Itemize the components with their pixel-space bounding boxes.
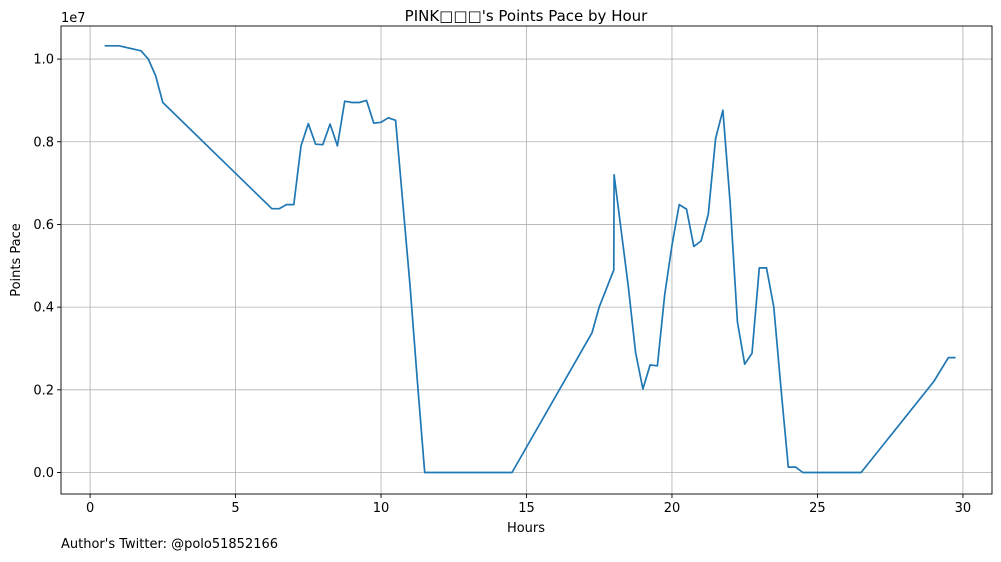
x-tick-label: 30 bbox=[955, 501, 972, 516]
x-axis-ticks: 0 5 10 15 20 25 30 bbox=[86, 494, 971, 516]
x-tick-label: 25 bbox=[809, 501, 826, 516]
y-offset-label: 1e7 bbox=[61, 11, 86, 26]
grid bbox=[61, 26, 992, 494]
y-axis-label: Points Pace bbox=[9, 223, 24, 297]
y-tick-label: 1.0 bbox=[33, 53, 54, 68]
chart-title: PINK□□□'s Points Pace by Hour bbox=[405, 7, 649, 25]
y-axis-ticks: 0.0 0.2 0.4 0.6 0.8 1.0 bbox=[33, 53, 61, 481]
y-tick-label: 0.2 bbox=[33, 383, 54, 398]
series-line bbox=[104, 44, 956, 474]
y-tick-label: 0.8 bbox=[33, 135, 54, 150]
x-tick-label: 0 bbox=[86, 501, 94, 516]
y-tick-label: 0.0 bbox=[33, 466, 54, 481]
x-tick-label: 10 bbox=[373, 501, 390, 516]
y-tick-label: 0.6 bbox=[33, 218, 54, 233]
x-axis-label: Hours bbox=[507, 521, 545, 536]
x-tick-label: 5 bbox=[231, 501, 239, 516]
author-footnote: Author's Twitter: @polo51852166 bbox=[61, 537, 279, 552]
x-tick-label: 20 bbox=[664, 501, 681, 516]
x-tick-label: 15 bbox=[518, 501, 535, 516]
y-tick-label: 0.4 bbox=[33, 301, 54, 316]
